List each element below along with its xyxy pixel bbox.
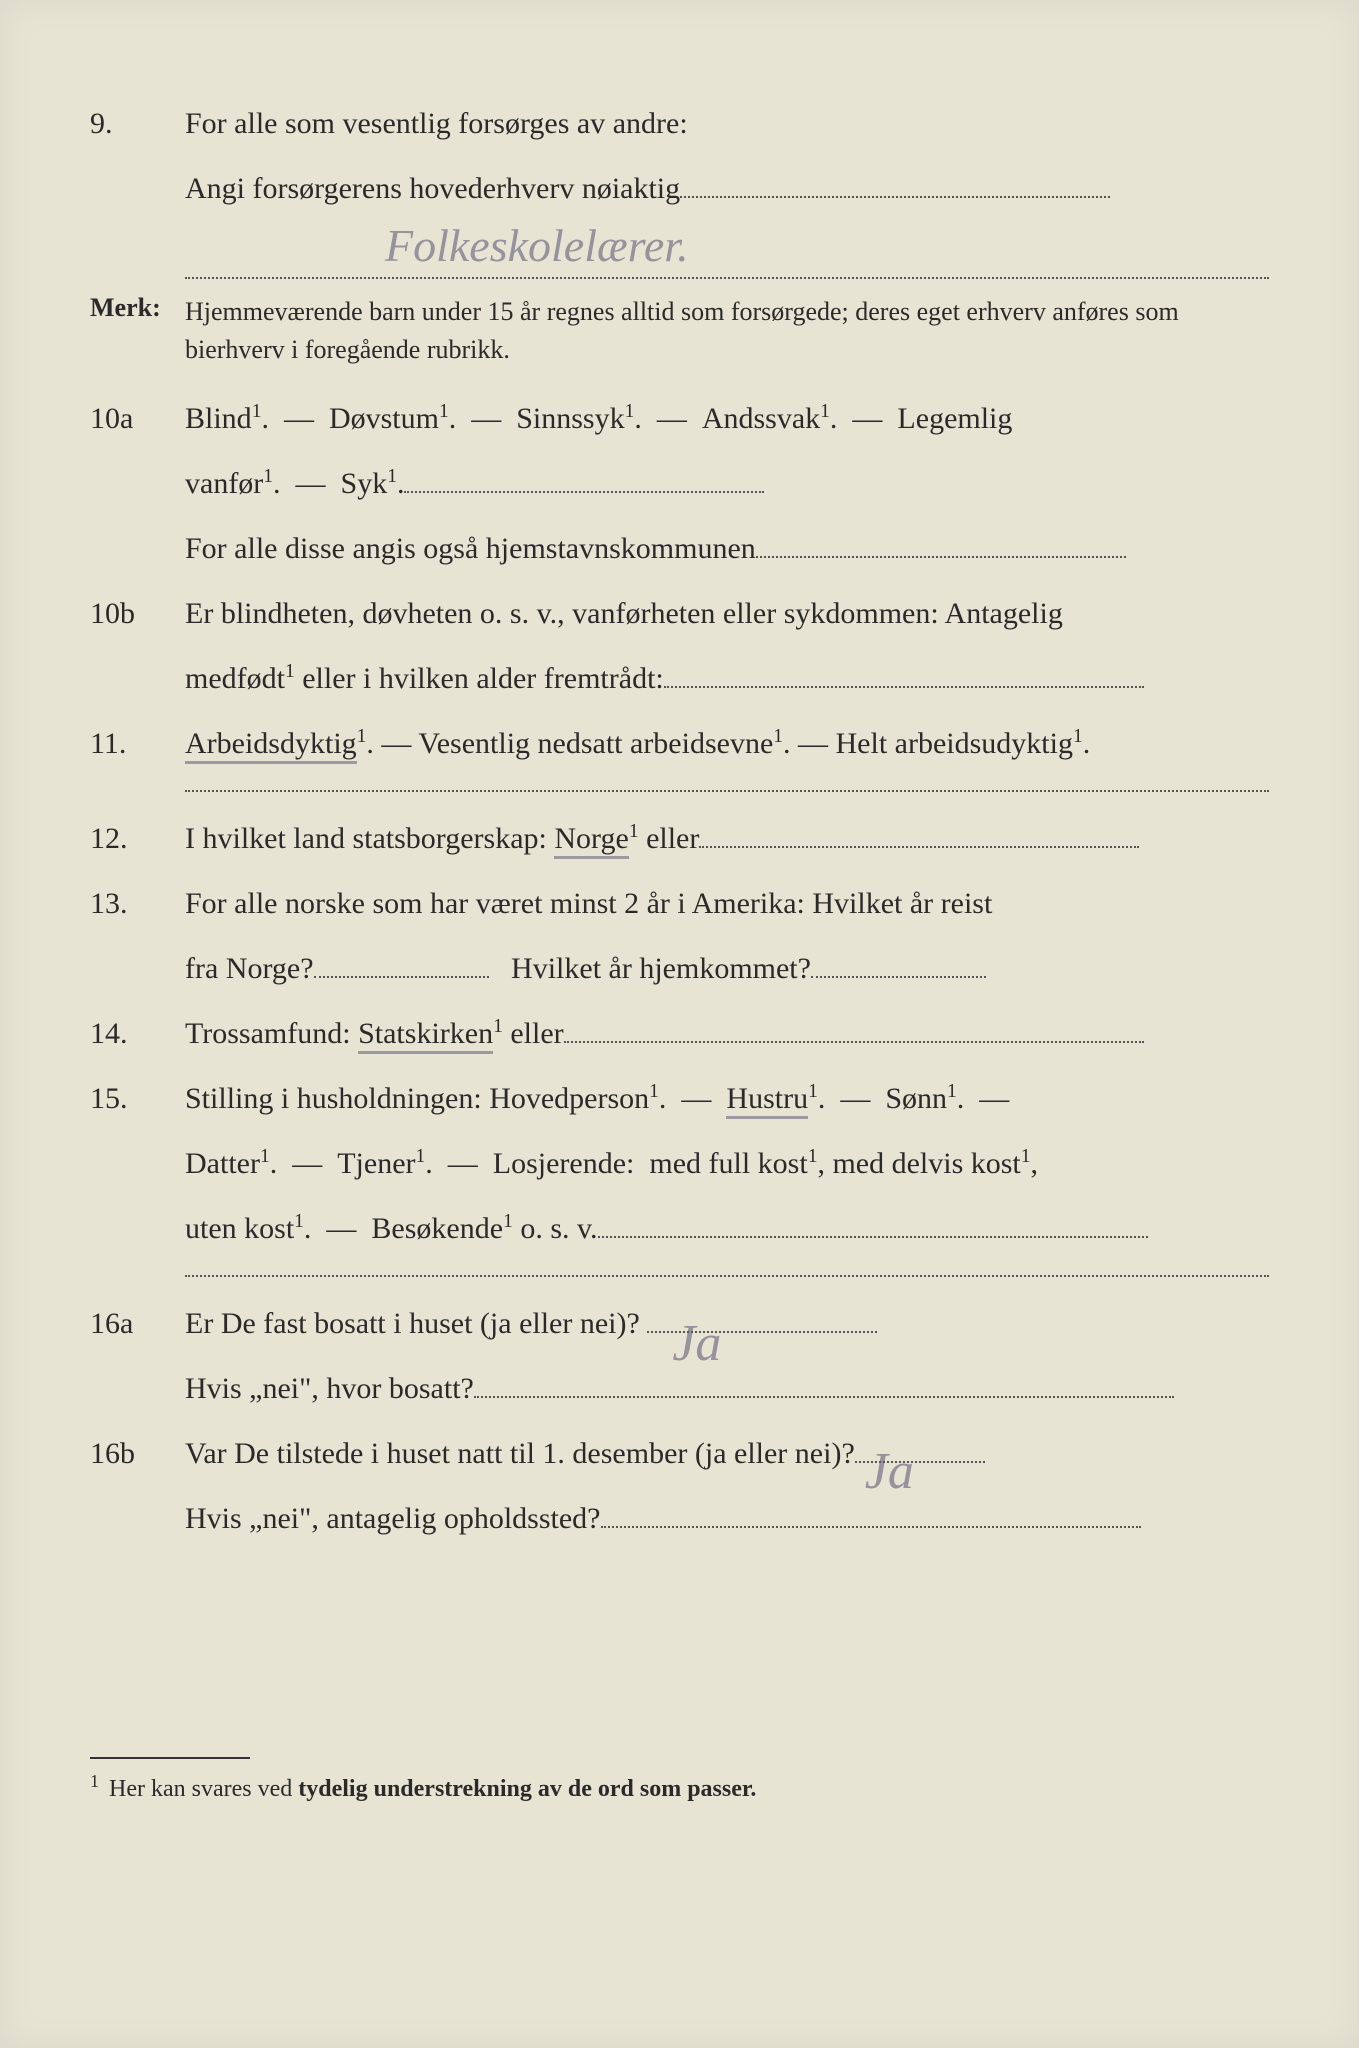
q15-full-kost: med full kost — [649, 1147, 807, 1180]
q15-line2: Datter1. — Tjener1. — Losjerende: med fu… — [90, 1135, 1269, 1192]
q15-prefix: Stilling i husholdningen: — [185, 1082, 489, 1115]
q16a-line1: 16a Er De fast bosatt i huset (ja eller … — [90, 1295, 1269, 1352]
q16b-answer: Ja — [865, 1423, 914, 1522]
q15-divider — [185, 1275, 1269, 1277]
q13-hjemkommet: Hvilket år hjemkommet? — [511, 952, 811, 985]
q10a-text3: For alle disse angis også hjemstavnskomm… — [185, 532, 756, 565]
q15-opt-tjener: Tjener — [337, 1147, 415, 1180]
q10a-line1: 10a Blind1. — Døvstum1. — Sinnssyk1. — A… — [90, 390, 1269, 447]
q11-opt-nedsatt: Vesentlig nedsatt arbeidsevne — [418, 727, 773, 760]
q13-line1: 13. For alle norske som har været minst … — [90, 875, 1269, 932]
q10b-text-c: eller i hvilken alder fremtrådt: — [295, 662, 664, 695]
q12-line: 12. I hvilket land statsborgerskap: Norg… — [90, 810, 1269, 867]
q14-suffix: eller — [503, 1017, 564, 1050]
q9-text1: For alle som vesentlig forsørges av andr… — [185, 95, 1269, 152]
q10a-opt-andssvak: Andssvak — [702, 402, 820, 435]
merk-label: Merk: — [90, 293, 185, 368]
q15-opt-sonn: Sønn — [885, 1082, 947, 1115]
q10b-number: 10b — [90, 585, 185, 642]
q12-number: 12. — [90, 810, 185, 867]
q16a-sub: Hvis „nei", hvor bosatt? — [185, 1372, 474, 1405]
q14-prefix: Trossamfund: — [185, 1017, 358, 1050]
q15-number: 15. — [90, 1070, 185, 1127]
q13-line2: fra Norge? Hvilket år hjemkommet? — [90, 940, 1269, 997]
q13-fra-norge: fra Norge? — [185, 952, 314, 985]
q15-line3: uten kost1. — Besøkende1 o. s. v. — [90, 1200, 1269, 1257]
merk-note: Merk: Hjemmeværende barn under 15 år reg… — [90, 293, 1269, 368]
q10a-opt-dovstum: Døvstum — [329, 402, 439, 435]
q16a-question: Er De fast bosatt i huset (ja eller nei)… — [185, 1307, 640, 1340]
q10a-blank — [404, 491, 764, 493]
q12-suffix: eller — [639, 822, 700, 855]
footnote-number: 1 — [90, 1771, 99, 1791]
q14-line: 14. Trossamfund: Statskirken1 eller — [90, 1005, 1269, 1062]
q9-line1: 9. For alle som vesentlig forsørges av a… — [90, 95, 1269, 152]
q15-line1: 15. Stilling i husholdningen: Hovedperso… — [90, 1070, 1269, 1127]
footnote: 1 Her kan svares ved tydelig understrekni… — [90, 1771, 1269, 1803]
q10a-number: 10a — [90, 390, 185, 447]
q15-opt-hustru: Hustru — [726, 1082, 808, 1119]
q12-prefix: I hvilket land statsborgerskap: — [185, 822, 554, 855]
footnote-text-b: tydelig understrekning av de ord som pas… — [298, 1776, 756, 1802]
q9-number: 9. — [90, 95, 185, 152]
q16b-number: 16b — [90, 1425, 185, 1482]
q11-divider — [185, 790, 1269, 792]
q9-handwritten-line: Folkeskolelærer. — [185, 225, 1269, 279]
q11-opt-arbeidsdyktig: Arbeidsdyktig — [185, 727, 357, 764]
footnote-rule — [90, 1757, 250, 1759]
q16b-line2: Hvis „nei", antagelig opholdssted? — [90, 1490, 1269, 1547]
q11-number: 11. — [90, 715, 185, 772]
q15-delvis-kost: med delvis kost — [832, 1147, 1020, 1180]
q10b-line1: 10b Er blindheten, døvheten o. s. v., va… — [90, 585, 1269, 642]
q15-osv: o. s. v. — [513, 1212, 598, 1245]
q10a-opt-blind: Blind — [185, 402, 252, 435]
q11-line: 11. Arbeidsdyktig1. — Vesentlig nedsatt … — [90, 715, 1269, 772]
q13-text1: For alle norske som har været minst 2 år… — [185, 875, 1269, 932]
q9-blank1 — [680, 196, 1110, 198]
q14-number: 14. — [90, 1005, 185, 1062]
q15-besokende: Besøkende — [371, 1212, 503, 1245]
q10a-line3: For alle disse angis også hjemstavnskomm… — [90, 520, 1269, 577]
q9-line2: Angi forsørgerens hovederhverv nøiaktig — [90, 160, 1269, 217]
q9-handwritten-answer: Folkeskolelærer. — [385, 219, 689, 272]
q12-opt-norge: Norge — [554, 822, 628, 859]
merk-text: Hjemmeværende barn under 15 år regnes al… — [185, 293, 1269, 368]
q14-opt-statskirken: Statskirken — [358, 1017, 493, 1054]
q10a-opt-syk: Syk — [341, 467, 388, 500]
q11-opt-udyktig: Helt arbeidsudyktig — [836, 727, 1073, 760]
q13-number: 13. — [90, 875, 185, 932]
q9-prefix: Angi forsørgerens hovederhverv nøiaktig — [185, 172, 680, 205]
q10a-opt-sinnssyk: Sinnssyk — [516, 402, 624, 435]
q16a-number: 16a — [90, 1295, 185, 1352]
q15-opt-hovedperson: Hovedperson — [489, 1082, 649, 1115]
q10b-text-a: Er blindheten, døvheten o. s. v., vanfør… — [185, 585, 1269, 642]
q15-opt-datter: Datter — [185, 1147, 260, 1180]
q10b-line2: medfødt1 eller i hvilken alder fremtrådt… — [90, 650, 1269, 707]
q10b-medfodt: medfødt — [185, 662, 285, 695]
q16b-sub: Hvis „nei", antagelig opholdssted? — [185, 1502, 601, 1535]
q16b-line1: 16b Var De tilstede i huset natt til 1. … — [90, 1425, 1269, 1482]
q10a-opt-vanfor: vanfør — [185, 467, 263, 500]
q15-uten-kost: uten kost — [185, 1212, 294, 1245]
footnote-text-a: Her kan svares ved — [109, 1776, 298, 1802]
q10a-line2: vanfør1. — Syk1. — [90, 455, 1269, 512]
census-form-page: 9. For alle som vesentlig forsørges av a… — [0, 0, 1359, 2048]
q16b-question: Var De tilstede i huset natt til 1. dese… — [185, 1437, 855, 1470]
q15-losjerende: Losjerende: — [493, 1147, 635, 1180]
q16a-answer: Ja — [672, 1295, 721, 1394]
